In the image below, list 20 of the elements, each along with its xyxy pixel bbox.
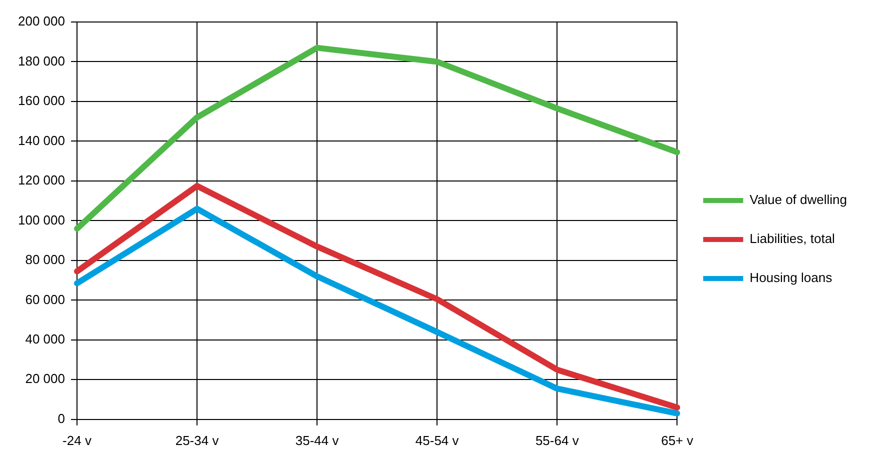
x-tick-label: 25-34 v — [175, 432, 220, 448]
y-tick-label: 60 000 — [25, 292, 65, 307]
y-tick-label: 180 000 — [18, 53, 65, 68]
x-tick-label: 65+ v — [661, 432, 694, 448]
y-tick-label: 200 000 — [18, 14, 65, 29]
y-tick-label: 20 000 — [25, 371, 65, 386]
y-tick-label: 40 000 — [25, 332, 65, 346]
x-tick-label: 45-54 v — [415, 432, 460, 448]
x-tick-label: 55-64 v — [535, 432, 580, 448]
y-tick-label: 80 000 — [25, 252, 65, 268]
y-tick-label: 160 000 — [18, 93, 65, 108]
legend-label: Value of dwelling — [750, 192, 848, 208]
x-tick-label: -24 v — [62, 432, 92, 448]
y-tick-label: 140 000 — [18, 132, 65, 148]
legend-label: Liabilities, total — [750, 231, 836, 246]
x-tick-label: 35-44 v — [295, 432, 340, 448]
y-tick-label: 100 000 — [18, 212, 65, 228]
y-tick-label: 0 — [58, 410, 65, 426]
y-tick-label: 120 000 — [18, 172, 65, 188]
legend-label: Housing loans — [750, 270, 833, 286]
